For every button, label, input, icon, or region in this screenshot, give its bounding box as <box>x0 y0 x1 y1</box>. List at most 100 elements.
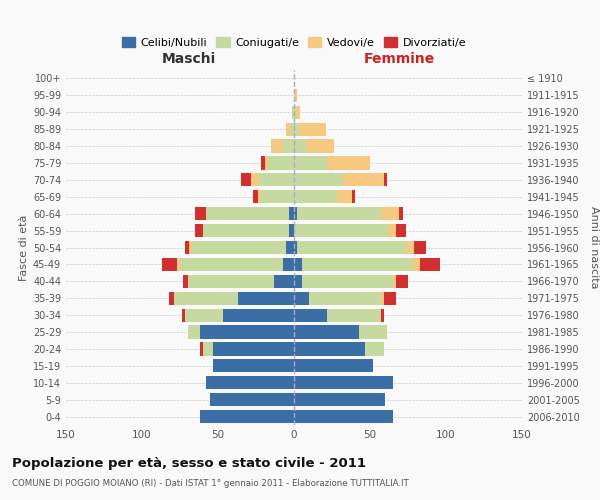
Bar <box>260 190 294 203</box>
Bar <box>294 89 297 102</box>
Bar <box>251 174 259 186</box>
Text: Maschi: Maschi <box>162 52 216 66</box>
Bar <box>294 241 297 254</box>
Bar <box>271 140 283 152</box>
Bar <box>328 308 380 322</box>
Bar <box>289 224 294 237</box>
Bar <box>294 342 365 355</box>
Bar <box>260 156 265 170</box>
Bar <box>259 174 294 186</box>
Bar <box>283 140 294 152</box>
Bar <box>299 122 326 136</box>
Bar <box>352 190 355 203</box>
Bar <box>294 410 393 423</box>
Bar <box>203 342 214 355</box>
Bar <box>177 258 180 271</box>
Bar <box>292 106 294 119</box>
Bar <box>294 207 297 220</box>
Bar <box>294 359 373 372</box>
Bar <box>189 241 192 254</box>
Bar <box>195 224 203 237</box>
Bar <box>388 224 396 237</box>
Bar <box>223 308 294 322</box>
Bar <box>297 207 380 220</box>
Bar <box>180 258 283 271</box>
Bar <box>200 410 294 423</box>
Bar <box>241 174 251 186</box>
Bar <box>294 308 328 322</box>
Bar <box>302 258 413 271</box>
Text: Popolazione per età, sesso e stato civile - 2011: Popolazione per età, sesso e stato civil… <box>12 458 366 470</box>
Bar <box>294 274 302 288</box>
Bar <box>294 156 328 170</box>
Bar <box>302 274 393 288</box>
Bar <box>192 241 286 254</box>
Bar <box>214 342 294 355</box>
Legend: Celibi/Nubili, Coniugati/e, Vedovi/e, Divorziati/e: Celibi/Nubili, Coniugati/e, Vedovi/e, Di… <box>118 33 470 52</box>
Text: Femmine: Femmine <box>363 52 434 66</box>
Bar <box>420 258 440 271</box>
Bar <box>396 274 408 288</box>
Bar <box>174 292 238 305</box>
Bar <box>206 207 289 220</box>
Bar <box>286 122 291 136</box>
Bar <box>238 292 294 305</box>
Bar <box>200 326 294 338</box>
Bar <box>182 308 185 322</box>
Text: COMUNE DI POGGIO MOIANO (RI) - Dati ISTAT 1° gennaio 2011 - Elaborazione TUTTITA: COMUNE DI POGGIO MOIANO (RI) - Dati ISTA… <box>12 479 409 488</box>
Bar <box>413 258 420 271</box>
Bar <box>294 122 299 136</box>
Bar <box>185 308 223 322</box>
Bar <box>294 292 309 305</box>
Bar <box>294 258 302 271</box>
Bar <box>396 224 406 237</box>
Bar <box>291 122 294 136</box>
Bar <box>265 156 268 170</box>
Bar <box>253 190 257 203</box>
Bar <box>286 241 294 254</box>
Bar <box>211 393 294 406</box>
Bar <box>380 292 383 305</box>
Bar <box>406 241 414 254</box>
Bar <box>296 106 300 119</box>
Bar <box>183 274 188 288</box>
Bar <box>414 241 426 254</box>
Bar <box>383 174 387 186</box>
Bar <box>214 359 294 372</box>
Bar <box>294 224 388 237</box>
Bar <box>380 207 399 220</box>
Y-axis label: Anni di nascita: Anni di nascita <box>589 206 599 289</box>
Bar <box>328 156 370 170</box>
Bar <box>206 376 294 390</box>
Bar <box>294 106 296 119</box>
Bar <box>200 342 203 355</box>
Bar <box>268 156 294 170</box>
Bar <box>195 207 206 220</box>
Bar <box>294 376 393 390</box>
Bar <box>257 190 260 203</box>
Bar <box>274 274 294 288</box>
Bar <box>185 241 189 254</box>
Bar <box>188 274 274 288</box>
Bar <box>294 174 343 186</box>
Bar <box>393 274 396 288</box>
Bar <box>380 308 383 322</box>
Bar <box>337 190 352 203</box>
Bar <box>294 190 337 203</box>
Bar <box>297 241 406 254</box>
Bar <box>294 393 385 406</box>
Bar <box>399 207 403 220</box>
Y-axis label: Fasce di età: Fasce di età <box>19 214 29 280</box>
Bar <box>306 140 334 152</box>
Bar <box>383 292 396 305</box>
Bar <box>343 174 383 186</box>
Bar <box>365 342 383 355</box>
Bar <box>283 258 294 271</box>
Bar <box>309 292 380 305</box>
Bar <box>359 326 387 338</box>
Bar <box>162 258 177 271</box>
Bar <box>188 326 200 338</box>
Bar <box>294 140 306 152</box>
Bar <box>203 224 289 237</box>
Bar <box>289 207 294 220</box>
